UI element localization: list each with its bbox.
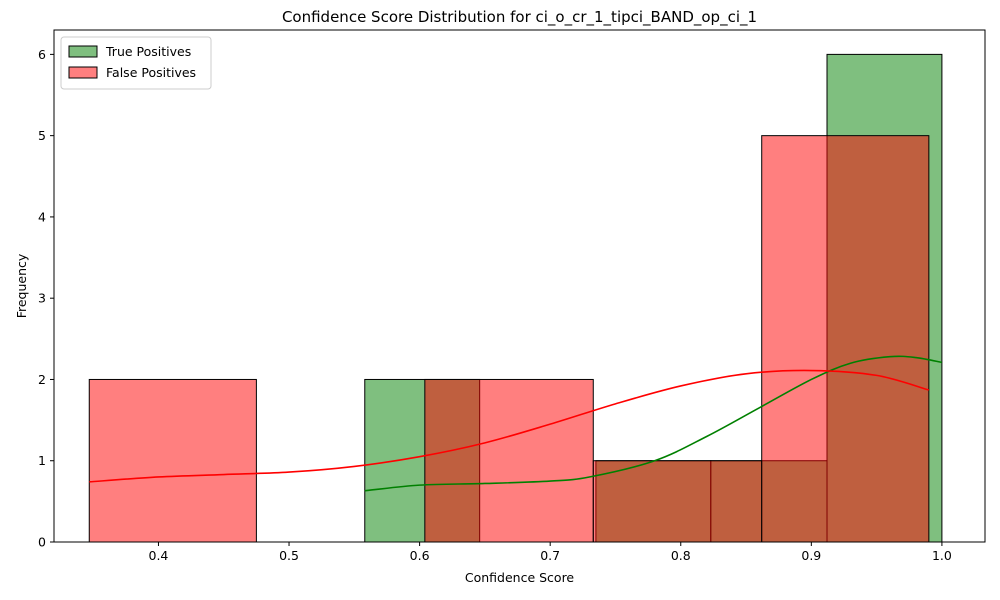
y-tick-label: 3 (38, 291, 46, 306)
y-axis-ticks: 0 1 2 3 4 5 6 (38, 47, 54, 550)
bar-false-positives-4 (761, 135, 930, 543)
y-tick-label: 1 (38, 453, 46, 468)
x-tick-label: 0.8 (671, 548, 691, 563)
y-tick-label: 0 (38, 535, 46, 550)
kde-layer (89, 355, 943, 492)
bar-false-positives-3 (592, 460, 763, 543)
y-tick-label: 6 (38, 47, 46, 62)
kde-line-true-positives (364, 355, 943, 492)
bar-false-positives-2 (424, 378, 594, 543)
chart-title: Confidence Score Distribution for ci_o_c… (282, 8, 757, 27)
legend-box (60, 36, 212, 90)
kde-line-false-positives (89, 369, 930, 483)
y-tick-label: 2 (38, 372, 46, 387)
y-axis-label: Frequency (14, 253, 29, 318)
x-axis-label: Confidence Score (465, 570, 575, 585)
legend-label-false-positives: False Positives (106, 65, 196, 80)
x-tick-label: 0.6 (410, 548, 430, 563)
x-tick-label: 0.7 (540, 548, 560, 563)
legend: True Positives False Positives (60, 36, 212, 90)
bar-false-positives-0 (88, 378, 257, 543)
plot-area-frame (53, 29, 986, 543)
x-tick-label: 0.4 (149, 548, 169, 563)
x-tick-label: 0.5 (279, 548, 299, 563)
y-tick-label: 4 (38, 209, 46, 224)
legend-label-true-positives: True Positives (105, 44, 191, 59)
x-axis-ticks: 0.4 0.5 0.6 0.7 0.8 0.9 1.0 (149, 542, 952, 563)
y-tick-label: 5 (38, 128, 46, 143)
legend-swatch-false-positives (68, 66, 98, 79)
legend-swatch-true-positives (68, 45, 98, 58)
bars-layer (88, 53, 943, 543)
x-tick-label: 0.9 (801, 548, 821, 563)
x-tick-label: 1.0 (932, 548, 952, 563)
